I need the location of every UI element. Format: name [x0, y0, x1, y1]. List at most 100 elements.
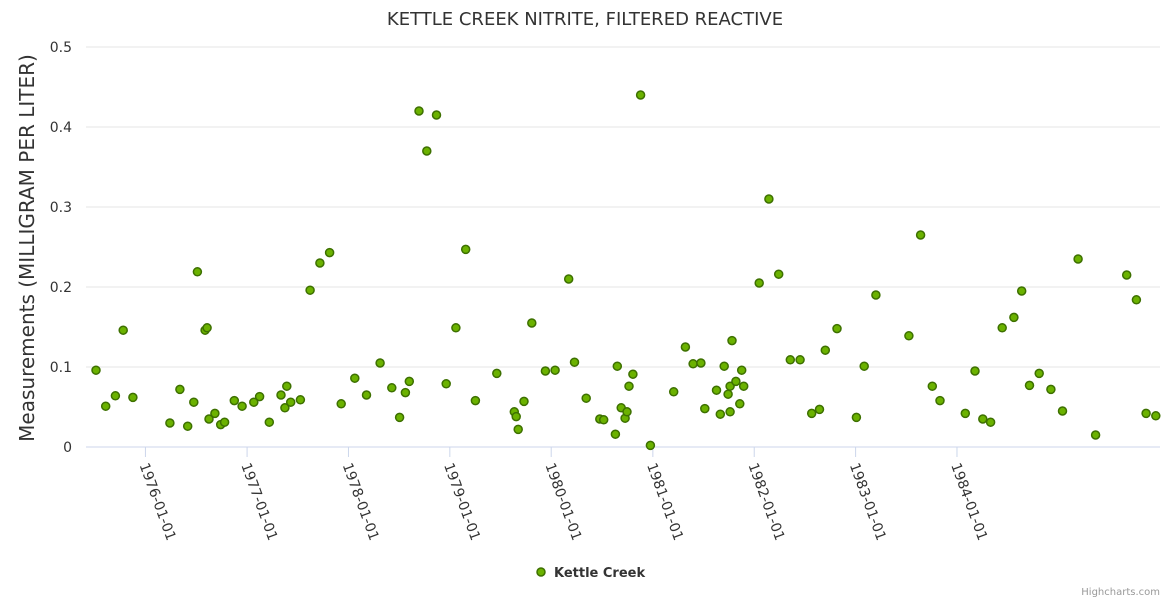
data-point[interactable] [997, 323, 1007, 333]
data-point[interactable] [1057, 406, 1068, 416]
data-point[interactable] [375, 358, 385, 368]
data-point[interactable] [422, 146, 432, 156]
credits-link[interactable]: Highcharts.com [1081, 587, 1160, 598]
data-point[interactable] [731, 376, 741, 387]
data-point[interactable] [540, 366, 551, 376]
data-point[interactable] [229, 395, 240, 406]
data-point[interactable] [550, 365, 560, 375]
data-point[interactable] [204, 414, 214, 424]
data-point[interactable] [1090, 430, 1101, 440]
data-point[interactable] [350, 373, 360, 383]
data-point[interactable] [128, 392, 138, 403]
data-point[interactable] [727, 335, 737, 346]
data-point[interactable] [960, 408, 971, 419]
data-point[interactable] [527, 318, 537, 328]
data-point[interactable] [563, 274, 574, 284]
data-point[interactable] [451, 323, 461, 333]
data-point[interactable] [470, 395, 481, 406]
data-point[interactable] [1151, 411, 1161, 421]
data-point[interactable] [387, 383, 397, 393]
data-point[interactable] [871, 290, 881, 300]
legend-marker-icon[interactable] [536, 567, 546, 577]
data-point[interactable] [719, 361, 729, 371]
data-point[interactable] [725, 407, 735, 417]
data-point[interactable] [165, 418, 175, 428]
data-point[interactable] [806, 408, 817, 419]
data-point[interactable] [1121, 270, 1132, 280]
data-point[interactable] [324, 247, 335, 258]
data-point[interactable] [764, 194, 774, 204]
data-point[interactable] [110, 391, 121, 401]
data-point[interactable] [688, 359, 698, 369]
data-point[interactable] [511, 411, 521, 422]
data-point[interactable] [441, 379, 451, 389]
data-point[interactable] [569, 357, 580, 367]
data-point[interactable] [680, 342, 691, 352]
data-point[interactable] [635, 90, 646, 100]
data-point[interactable] [1016, 286, 1027, 296]
data-point[interactable] [202, 323, 212, 333]
data-point[interactable] [735, 399, 745, 409]
data-point[interactable] [773, 269, 784, 279]
data-point[interactable] [492, 368, 502, 379]
data-point[interactable] [612, 361, 623, 371]
data-point[interactable] [795, 355, 805, 365]
data-point[interactable] [622, 407, 632, 417]
data-point[interactable] [736, 365, 747, 375]
data-point[interactable] [280, 403, 290, 413]
data-point[interactable] [519, 396, 529, 407]
data-point[interactable] [237, 401, 247, 411]
data-point[interactable] [361, 390, 372, 400]
data-point[interactable] [970, 366, 980, 376]
data-point[interactable] [210, 408, 220, 419]
data-point[interactable] [820, 345, 831, 355]
data-point[interactable] [1009, 312, 1019, 323]
data-point[interactable] [1046, 384, 1056, 395]
data-point[interactable] [785, 355, 796, 365]
data-point[interactable] [915, 230, 926, 240]
data-point[interactable] [1073, 254, 1083, 264]
data-point[interactable] [723, 389, 733, 399]
data-point[interactable] [192, 267, 203, 277]
data-point[interactable] [285, 397, 296, 407]
data-point[interactable] [282, 381, 292, 391]
data-point[interactable] [404, 376, 415, 387]
data-point[interactable] [645, 440, 656, 451]
data-point[interactable] [711, 385, 722, 395]
data-point[interactable] [400, 387, 411, 398]
data-point[interactable] [985, 417, 996, 427]
data-point[interactable] [628, 369, 638, 379]
data-point[interactable] [305, 285, 315, 295]
data-point[interactable] [696, 358, 706, 368]
data-point[interactable] [254, 391, 265, 402]
data-point[interactable] [100, 401, 111, 411]
data-point[interactable] [978, 414, 988, 424]
data-point[interactable] [738, 381, 749, 391]
data-point[interactable] [814, 404, 825, 415]
data-point[interactable] [715, 409, 726, 419]
data-point[interactable] [276, 390, 286, 400]
data-point[interactable] [91, 365, 101, 375]
data-point[interactable] [118, 325, 128, 335]
data-point[interactable] [935, 395, 945, 406]
data-point[interactable] [295, 395, 306, 405]
data-point[interactable] [859, 361, 869, 371]
data-point[interactable] [189, 397, 199, 407]
data-point[interactable] [624, 381, 634, 391]
data-point[interactable] [581, 393, 591, 403]
legend[interactable]: Kettle Creek [536, 566, 645, 581]
data-point[interactable] [927, 381, 938, 391]
data-point[interactable] [249, 397, 259, 407]
legend-label[interactable]: Kettle Creek [554, 566, 645, 581]
data-point[interactable] [1024, 380, 1035, 391]
data-point[interactable] [904, 331, 914, 341]
data-point[interactable] [1034, 368, 1044, 379]
data-point[interactable] [598, 415, 609, 425]
data-point[interactable] [513, 424, 523, 435]
data-point[interactable] [1131, 295, 1142, 305]
data-point[interactable] [851, 412, 862, 423]
data-point[interactable] [1141, 408, 1151, 419]
data-point[interactable] [414, 106, 424, 116]
data-point[interactable] [336, 399, 346, 409]
data-point[interactable] [315, 258, 325, 268]
